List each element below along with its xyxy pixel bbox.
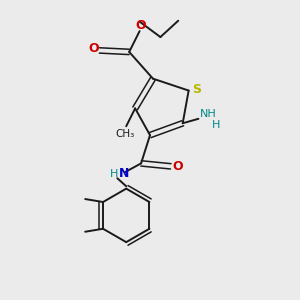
Text: NH: NH: [200, 109, 216, 119]
Text: S: S: [193, 82, 202, 96]
Text: O: O: [172, 160, 183, 173]
Text: CH₃: CH₃: [115, 129, 134, 139]
Text: H: H: [212, 120, 220, 130]
Text: O: O: [88, 42, 99, 56]
Text: O: O: [136, 19, 146, 32]
Text: N: N: [119, 167, 129, 180]
Text: H: H: [110, 169, 118, 179]
